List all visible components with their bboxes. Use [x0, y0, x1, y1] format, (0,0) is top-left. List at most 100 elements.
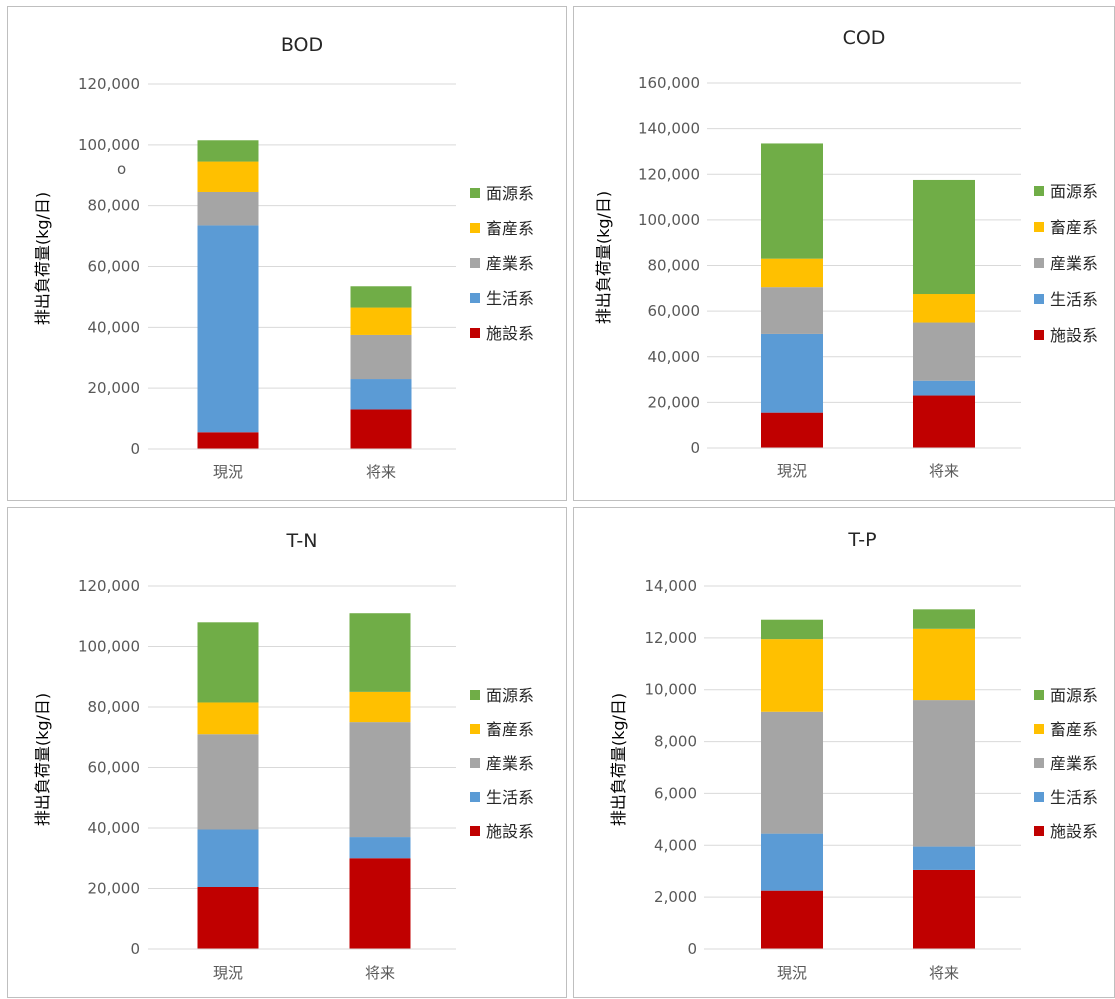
tp-y-tick-label: 6,000 — [654, 784, 697, 802]
tp-bar-segment — [913, 609, 975, 629]
cod-legend-label: 生活系 — [1050, 290, 1098, 309]
bod-y-tick-label: 0 — [130, 440, 140, 458]
chart-panel-tp: T-P 0 2,000 4,000 6,000 8,000 10,000 12,000 14,0… — [573, 507, 1115, 998]
tp-legend-label: 施設系 — [1050, 822, 1098, 841]
bod-bar-segment — [350, 307, 412, 335]
cod-legend-swatch — [1034, 330, 1044, 340]
cod-y-axis-label: 排出負荷量(kg/日) — [594, 191, 613, 324]
bod-x-category-label: 現況 — [213, 463, 243, 481]
bod-bar-segment — [197, 161, 259, 192]
chart-svg-bod: BOD 0 20,000 40,000 60,000 80,000 100,000 120,0… — [33, 34, 534, 481]
cod-legend-label: 面源系 — [1050, 182, 1098, 201]
bod-y-tick-label: 20,000 — [88, 379, 141, 397]
cod-x-category-label: 将来 — [929, 462, 959, 480]
cod-bar-segment — [761, 287, 823, 334]
tn-bar-segment — [349, 837, 411, 859]
tp-bar-segment — [913, 700, 975, 847]
tn-bar-segment — [197, 886, 259, 949]
tn-bar-segment — [349, 858, 411, 949]
tp-chart-title: T-P — [847, 529, 876, 551]
tn-bar-segment — [197, 829, 259, 887]
tp-legend-label: 生活系 — [1050, 788, 1098, 807]
tn-legend-swatch — [470, 724, 480, 734]
cod-bar-segment — [761, 333, 823, 413]
tn-bar-segment — [197, 702, 259, 735]
cod-legend-label: 産業系 — [1050, 254, 1098, 273]
tn-bar-segment — [197, 734, 259, 830]
cod-bar-segment — [913, 395, 975, 448]
tp-bar-segment — [761, 833, 823, 891]
tp-y-tick-label: 2,000 — [654, 888, 697, 906]
cod-legend-label: 畜産系 — [1050, 218, 1098, 237]
tn-bar-segment — [197, 622, 259, 703]
cod-legend-swatch — [1034, 222, 1044, 232]
cod-bar-segment — [913, 322, 975, 381]
tp-bar-segment — [761, 619, 823, 640]
cod-legend-swatch — [1034, 186, 1044, 196]
tp-bar-segment — [913, 846, 975, 870]
tn-y-tick-label: 0 — [130, 940, 140, 958]
cod-bar-segment — [913, 380, 975, 396]
bod-legend-swatch — [470, 223, 480, 233]
tp-bar-segment — [761, 639, 823, 712]
bod-x-category-label: 将来 — [366, 463, 396, 481]
cod-y-tick-label: 100,000 — [638, 211, 700, 229]
tn-y-tick-label: 100,000 — [78, 638, 140, 656]
tn-legend-swatch — [470, 690, 480, 700]
tn-y-tick-label: 80,000 — [88, 698, 141, 716]
tp-y-tick-label: 14,000 — [645, 577, 698, 595]
tn-legend-label: 施設系 — [486, 822, 534, 841]
tp-y-tick-label: 12,000 — [645, 629, 698, 647]
cod-y-tick-label: 160,000 — [638, 74, 700, 92]
tp-x-category-label: 現況 — [777, 964, 807, 982]
cod-chart-title: COD — [843, 27, 886, 49]
cod-y-tick-label: 80,000 — [648, 257, 701, 275]
cod-y-tick-label: 40,000 — [648, 348, 701, 366]
tp-bar-segment — [761, 890, 823, 949]
tp-legend-label: 産業系 — [1050, 754, 1098, 773]
chart-panel-cod: COD 0 20,000 40,000 60,000 80,000 100,000 120,0… — [573, 6, 1115, 501]
bod-legend-swatch — [470, 328, 480, 338]
bod-legend-swatch — [470, 258, 480, 268]
tp-legend-swatch — [1034, 826, 1044, 836]
tn-legend-swatch — [470, 826, 480, 836]
tn-legend-label: 産業系 — [486, 754, 534, 773]
cod-y-tick-label: 140,000 — [638, 120, 700, 138]
tn-legend-label: 生活系 — [486, 788, 534, 807]
tp-legend-swatch — [1034, 724, 1044, 734]
tp-y-tick-label: 0 — [687, 940, 697, 958]
tn-bar-segment — [349, 613, 411, 692]
tn-chart-title: T-N — [286, 530, 318, 552]
tp-y-tick-label: 8,000 — [654, 733, 697, 751]
tn-y-tick-label: 60,000 — [88, 759, 141, 777]
cod-y-tick-label: 60,000 — [648, 302, 701, 320]
bod-y-tick-label: 120,000 — [78, 75, 140, 93]
bod-legend-label: 産業系 — [486, 254, 534, 273]
cod-bar-segment — [913, 294, 975, 323]
tn-legend-label: 畜産系 — [486, 720, 534, 739]
cod-y-tick-label: 0 — [690, 439, 700, 457]
chart-svg-tn: T-N 0 20,000 40,000 60,000 80,000 100,000 120,0… — [33, 530, 534, 982]
tp-y-tick-label: 4,000 — [654, 836, 697, 854]
tn-y-tick-label: 40,000 — [88, 819, 141, 837]
tn-bar-segment — [349, 722, 411, 838]
bod-bar-segment — [197, 140, 259, 162]
tp-legend-swatch — [1034, 758, 1044, 768]
bod-bar-segment — [197, 191, 259, 226]
bod-legend-swatch — [470, 293, 480, 303]
bod-y-tick-label: 60,000 — [88, 258, 141, 276]
tn-x-category-label: 現況 — [213, 964, 243, 982]
bod-bar-segment — [350, 286, 412, 308]
chart-svg-tp: T-P 0 2,000 4,000 6,000 8,000 10,000 12,000 14,0… — [609, 529, 1098, 982]
bod-legend-label: 施設系 — [486, 324, 534, 343]
cod-bar-segment — [913, 179, 975, 295]
bod-y-tick-label: 100,000 — [78, 136, 140, 154]
bod-y-tick-label: 80,000 — [88, 197, 141, 215]
cod-x-category-label: 現況 — [777, 462, 807, 480]
bod-legend-label: 面源系 — [486, 184, 534, 203]
tp-bar-segment — [913, 869, 975, 949]
cod-bar-segment — [761, 412, 823, 448]
bod-y-tick-label: 40,000 — [88, 318, 141, 336]
tn-x-category-label: 将来 — [365, 964, 395, 982]
cod-legend-swatch — [1034, 258, 1044, 268]
